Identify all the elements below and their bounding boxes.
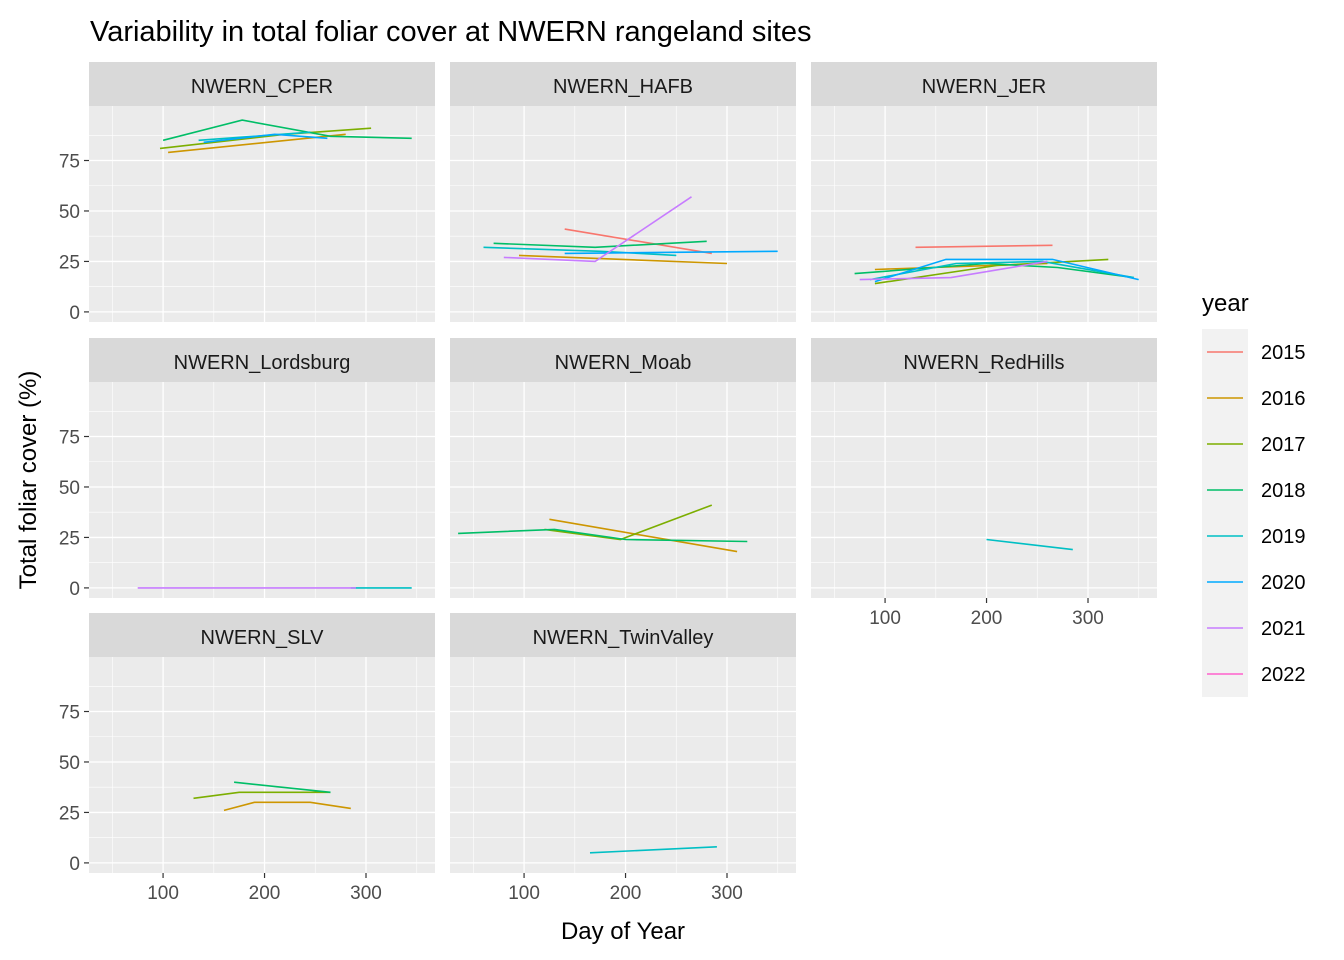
series-line-2017 (193, 791, 331, 800)
panel-nwern-redhills: NWERN_RedHills 100 200 300 (811, 338, 1157, 629)
strip-label: NWERN_JER (922, 76, 1046, 98)
legend-title: year (1202, 290, 1249, 317)
legend-label: 2019 (1261, 526, 1306, 548)
legend-item-2020: 2020 (1207, 572, 1306, 594)
strip-label: NWERN_CPER (191, 76, 333, 98)
y-tick-label: 75 (59, 152, 80, 173)
panel-background (89, 657, 435, 873)
strip-background (89, 613, 435, 657)
x-tick-label: 100 (869, 608, 901, 629)
panel-nwern-moab: NWERN_Moab (450, 338, 796, 598)
x-tick-label: 300 (711, 883, 743, 904)
y-axis-title: Total foliar cover (%) (15, 371, 42, 590)
series-line-2021 (859, 260, 1048, 281)
series-line-2019 (589, 846, 717, 854)
series-line-2020 (564, 250, 778, 255)
x-tick-label: 200 (610, 883, 642, 904)
strip-label: NWERN_HAFB (553, 76, 693, 98)
legend-label: 2021 (1261, 618, 1306, 640)
strip-label: NWERN_SLV (201, 627, 325, 649)
chart-title: Variability in total foliar cover at NWE… (90, 16, 812, 48)
series-line-2018 (234, 781, 331, 794)
legend-item-2015: 2015 (1207, 342, 1306, 364)
x-tick-label: 200 (971, 608, 1003, 629)
series-line-2015 (915, 244, 1053, 249)
legend: year 2015 2016 2017 2018 2019 2020 2021 2022 (1202, 290, 1306, 697)
panel-nwern-cper: NWERN_CPER 0 25 50 75 (59, 62, 435, 324)
strip-background (811, 62, 1157, 106)
series-line-2018 (458, 528, 748, 543)
legend-keys-background (1202, 329, 1248, 697)
panel-background (450, 382, 796, 598)
y-tick-label: 25 (59, 803, 80, 824)
series-line-2018 (493, 240, 707, 249)
legend-label: 2022 (1261, 664, 1306, 686)
y-tick-label: 0 (69, 854, 80, 875)
panel-nwern-twinvalley: NWERN_TwinValley 100 200 300 (450, 613, 796, 904)
y-tick-label: 75 (59, 428, 80, 449)
x-tick-label: 100 (508, 883, 540, 904)
legend-label: 2020 (1261, 572, 1306, 594)
y-tick-label: 25 (59, 252, 80, 273)
panel-nwern-hafb: NWERN_HAFB (450, 62, 796, 322)
strip-label: NWERN_Moab (555, 352, 692, 374)
panel-background (450, 657, 796, 873)
series-line-2018 (162, 119, 412, 142)
panel-background (89, 106, 435, 322)
y-tick-label: 50 (59, 753, 80, 774)
panel-nwern-jer: NWERN_JER (811, 62, 1157, 322)
panel-nwern-slv: NWERN_SLV 0 25 50 75 100 200 300 (59, 613, 435, 904)
facet-panels: NWERN_CPER 0 25 50 75 NWERN_HAFB NWERN_JER NWER… (59, 62, 1157, 904)
strip-label: NWERN_TwinValley (533, 627, 714, 649)
panel-background (811, 106, 1157, 322)
strip-label: NWERN_RedHills (903, 352, 1064, 374)
strip-background (89, 338, 435, 382)
legend-label: 2015 (1261, 342, 1306, 364)
series-line-2015 (564, 228, 712, 255)
strip-background (450, 62, 796, 106)
legend-item-2017: 2017 (1207, 434, 1306, 456)
panel-background (811, 382, 1157, 598)
series-line-2016 (549, 518, 738, 553)
y-tick-label: 0 (69, 579, 80, 600)
legend-item-2016: 2016 (1207, 388, 1306, 410)
strip-background (811, 338, 1157, 382)
panel-nwern-lordsburg: NWERN_Lordsburg 0 25 50 75 (59, 338, 435, 600)
legend-label: 2018 (1261, 480, 1306, 502)
strip-background (450, 613, 796, 657)
strip-background (450, 338, 796, 382)
legend-item-2019: 2019 (1207, 526, 1306, 548)
series-line-2016 (223, 801, 351, 812)
legend-item-2021: 2021 (1207, 618, 1306, 640)
legend-item-2018: 2018 (1207, 480, 1306, 502)
series-line-2020 (203, 133, 328, 144)
legend-label: 2016 (1261, 388, 1306, 410)
y-tick-label: 50 (59, 202, 80, 223)
x-tick-label: 200 (249, 883, 281, 904)
series-line-2021 (503, 196, 692, 263)
series-line-2019 (869, 260, 1134, 281)
x-tick-label: 300 (350, 883, 382, 904)
series-line-2020 (874, 258, 1139, 283)
y-tick-label: 0 (69, 303, 80, 324)
legend-item-2022: 2022 (1207, 664, 1306, 686)
series-line-2019 (986, 538, 1073, 551)
strip-label: NWERN_Lordsburg (174, 352, 351, 374)
legend-label: 2017 (1261, 434, 1306, 456)
panel-background (89, 382, 435, 598)
panel-background (450, 106, 796, 322)
x-tick-label: 100 (147, 883, 179, 904)
x-tick-label: 300 (1072, 608, 1104, 629)
series-line-2017 (874, 258, 1109, 285)
series-line-2016 (518, 254, 728, 265)
y-tick-label: 25 (59, 528, 80, 549)
x-axis-title: Day of Year (561, 918, 685, 945)
series-line-2019 (483, 246, 677, 257)
y-tick-label: 50 (59, 478, 80, 499)
strip-background (89, 62, 435, 106)
y-tick-label: 75 (59, 703, 80, 724)
